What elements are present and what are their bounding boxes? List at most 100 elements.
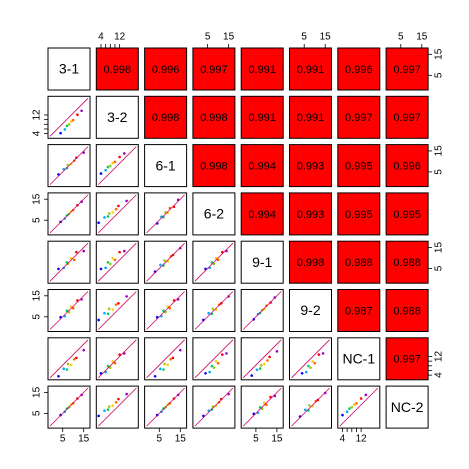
y-tick-label: 12 [434, 350, 445, 362]
correlation-label: 0.991 [248, 112, 276, 124]
scatter-point [169, 357, 173, 361]
correlation-label: 0.996 [393, 161, 421, 173]
x-tick-label: 15 [320, 32, 332, 43]
scatter-point [159, 367, 162, 371]
fit-line [49, 98, 89, 137]
correlation-cell [240, 47, 284, 91]
fit-line [49, 291, 89, 330]
x-tick-label: 15 [78, 434, 90, 445]
correlation-label: 0.995 [393, 209, 421, 221]
fit-line [146, 339, 185, 379]
scatter-point [259, 364, 263, 367]
scatter-point [114, 207, 118, 211]
scatter-point [104, 266, 107, 270]
correlation-cell [144, 95, 188, 139]
scatter-point [117, 204, 120, 208]
scatter-point [255, 368, 259, 372]
correlation-cell [192, 47, 236, 91]
correlation-label: 0.996 [152, 64, 180, 76]
correlation-cell [240, 144, 284, 188]
scatter-point [163, 362, 166, 366]
x-tick-label: 15 [223, 32, 235, 43]
scatter-point [72, 357, 76, 361]
x-tick-label: 15 [271, 434, 283, 445]
y-tick-label: 15 [32, 290, 43, 302]
scatter-point [265, 403, 268, 407]
scatter-point [153, 375, 157, 378]
scatter-point [63, 128, 67, 131]
variable-label: 9-2 [300, 302, 320, 318]
fit-line [146, 242, 185, 282]
scatter-point [179, 348, 182, 352]
scatter-point [99, 267, 103, 271]
scatter-point [212, 366, 216, 369]
correlation-label: 0.993 [297, 161, 325, 173]
variable-label: NC-1 [342, 351, 375, 367]
scatter-point [307, 364, 310, 368]
scatter-point [69, 305, 73, 308]
x-tick-label: 5 [253, 434, 259, 445]
x-tick-label: 4 [340, 434, 346, 445]
diagonal-cell [144, 144, 188, 188]
scatter-point [111, 256, 114, 260]
scatter-point [80, 109, 83, 113]
correlation-cell [385, 95, 429, 139]
scatter-point [268, 355, 271, 359]
scatter-point [69, 256, 73, 260]
scatter-point [113, 361, 117, 365]
scatter-point [75, 156, 78, 159]
fit-line [49, 194, 89, 234]
y-tick-label: 5 [32, 410, 43, 416]
y-tick-label: 15 [32, 193, 43, 205]
scatter-point [355, 402, 358, 405]
scatter-point [216, 361, 220, 365]
correlation-cell [95, 47, 139, 91]
scatter-point [72, 258, 76, 262]
scatter-point [125, 295, 128, 298]
fit-line [146, 291, 185, 330]
scatter-point [106, 165, 110, 169]
scatter-point [225, 352, 228, 355]
x-tick-label: 5 [205, 32, 211, 43]
scatter-point [169, 255, 173, 258]
correlation-cell [289, 192, 332, 236]
scatter-point [57, 267, 60, 271]
correlation-cell [385, 144, 429, 188]
correlation-cell [144, 47, 188, 91]
correlation-label: 0.994 [248, 161, 276, 173]
correlation-cell [289, 240, 332, 284]
scatter-point [57, 375, 60, 378]
variable-label: 3-2 [107, 109, 127, 125]
fit-line [146, 194, 185, 234]
diagonal-cell [385, 385, 429, 429]
scatter-point [204, 371, 207, 375]
scatter-panel [95, 289, 139, 332]
scatter-point [97, 221, 100, 225]
scatter-point [117, 302, 120, 305]
scatter-point [125, 199, 128, 203]
fit-line [242, 291, 282, 330]
correlation-cell [240, 95, 284, 139]
scatter-point [76, 113, 79, 117]
scatter-point [113, 258, 117, 262]
scatter-point [109, 366, 112, 369]
correlation-cell [337, 47, 381, 91]
scatter-point [97, 318, 100, 322]
correlation-label: 0.993 [297, 209, 325, 221]
scatter-point [323, 391, 327, 395]
scatter-point [263, 307, 266, 311]
x-tick-label: 5 [398, 32, 404, 43]
correlation-cell [385, 289, 429, 332]
scatter-point [71, 118, 75, 122]
scatter-point [314, 399, 318, 403]
scatter-point [171, 356, 175, 360]
scatter-point [211, 307, 215, 311]
scatter-point [300, 371, 304, 375]
fit-line [291, 339, 330, 379]
correlation-cell [385, 240, 429, 284]
fit-line [49, 387, 89, 427]
diagonal-cell [95, 95, 139, 139]
scatter-point [263, 401, 266, 405]
correlation-label: 0.991 [248, 64, 276, 76]
